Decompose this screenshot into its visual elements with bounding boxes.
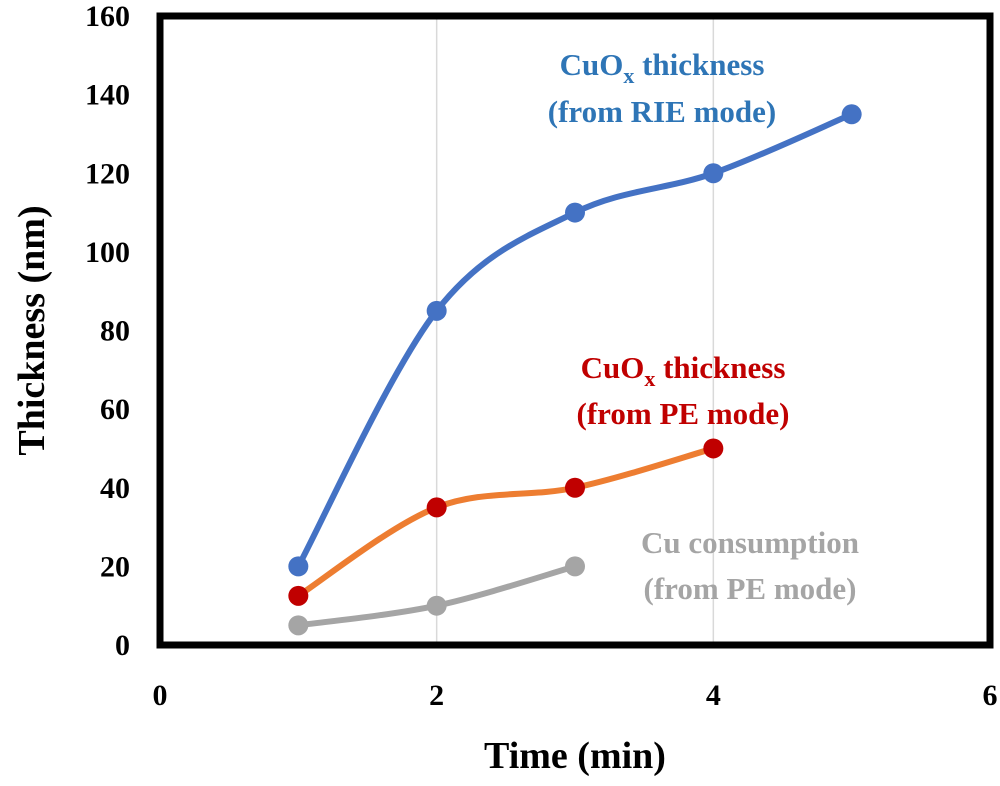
data-point-0-3	[703, 163, 724, 184]
annotation-subscript: x	[623, 63, 634, 88]
x-tick-label: 6	[983, 679, 998, 712]
x-tick-label: 2	[429, 679, 444, 712]
annotation-text: thickness	[634, 47, 764, 82]
annotation-text: Cu consumption	[641, 525, 859, 560]
data-point-1-1	[426, 497, 447, 518]
data-point-0-2	[565, 202, 585, 223]
y-tick-label: 20	[100, 550, 130, 583]
series-line-0	[295, 111, 855, 570]
x-axis-title: Time (min)	[484, 735, 666, 777]
y-tick-label: 60	[100, 393, 130, 426]
data-point-0-0	[288, 556, 309, 577]
series-annotation-line1: CuOx thickness	[581, 350, 786, 391]
series-annotation-line2: (from RIE mode)	[548, 94, 776, 129]
y-tick-label: 100	[85, 236, 130, 269]
series-annotation-line1: Cu consumption	[641, 525, 859, 560]
annotation-text: CuO	[581, 350, 645, 385]
series-layer	[288, 104, 862, 636]
series-0	[288, 104, 862, 577]
data-point-1-0	[288, 585, 309, 606]
y-axis-title: Thickness (nm)	[11, 205, 53, 455]
x-tick-label: 4	[706, 679, 721, 712]
y-tick-label: 0	[115, 629, 130, 662]
series-1	[288, 438, 724, 606]
data-point-0-4	[841, 104, 862, 125]
series-annotation-line2: (from PE mode)	[577, 396, 790, 431]
data-point-2-1	[426, 595, 447, 616]
annotation-text: CuO	[560, 47, 624, 82]
annotations: CuOx thickness(from RIE mode)CuOx thickn…	[548, 47, 859, 606]
series-annotation-line1: CuOx thickness	[560, 47, 765, 88]
x-tick-label: 0	[153, 679, 168, 712]
y-tick-label: 40	[100, 472, 130, 505]
data-point-1-3	[703, 438, 724, 459]
plot-frame	[156, 12, 994, 649]
annotation-subscript: x	[644, 366, 655, 391]
y-tick-label: 140	[85, 79, 130, 112]
y-tick-label: 80	[100, 315, 130, 348]
data-point-0-1	[426, 300, 447, 321]
gridlines	[435, 16, 715, 645]
series-line-1	[295, 445, 717, 599]
data-point-2-0	[288, 615, 309, 636]
data-point-2-2	[565, 556, 585, 577]
series-2	[288, 556, 585, 636]
annotation-text: thickness	[655, 350, 785, 385]
data-point-1-2	[565, 477, 585, 498]
y-tick-label: 120	[85, 157, 130, 190]
y-tick-label: 160	[85, 0, 130, 33]
series-annotation-line2: (from PE mode)	[644, 571, 857, 606]
